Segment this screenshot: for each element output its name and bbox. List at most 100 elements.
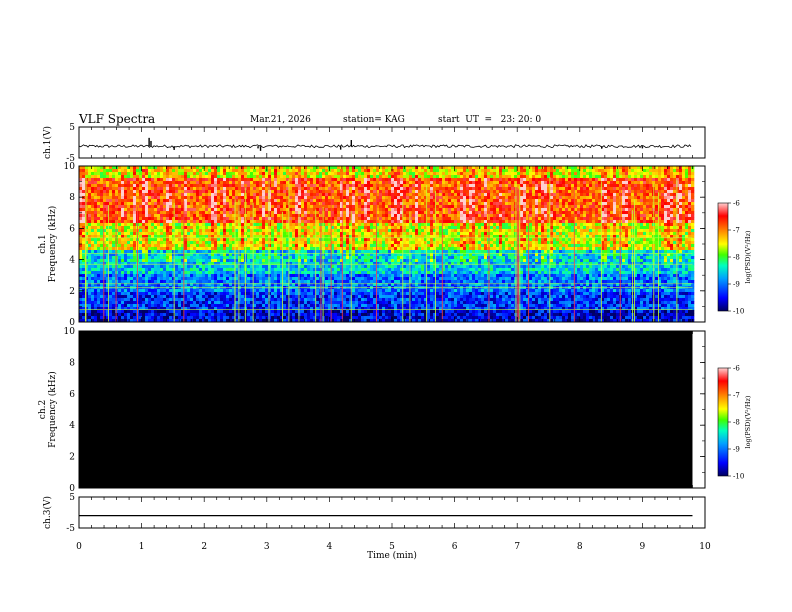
ch1-spectrogram-cell [109,211,113,215]
ch1-spectrogram-cell [349,172,353,176]
ch1-spectrogram-cell [241,223,245,227]
ch1-spectrogram-cell [91,175,95,179]
ch1-spectrogram-cell [310,229,314,233]
ch1-spectrogram-cell [352,259,356,263]
ch1-spectrogram-cell [292,202,296,206]
ch1-spectrogram-cell [133,193,137,197]
ch1-spectrogram-cell [91,193,95,197]
ch1-spectrogram-cell [163,214,167,218]
ch1-spectrogram-cell [223,172,227,176]
ch1-spectrogram-cell [301,202,305,206]
ch1-spectrogram-cell [103,274,107,278]
ch1-spectrogram-cell [226,220,230,224]
ch1-spectrogram-cell [130,205,134,209]
ch1-spectrogram-cell [325,277,329,281]
ch1-spectrogram-cell [112,259,116,263]
ch1-spectrogram-cell [148,172,152,176]
ch1-spectrogram-cell [274,205,278,209]
ch1-spectrogram-cell [127,304,131,308]
ch1-spectrogram-cell [202,214,206,218]
ch1-spectrogram-cell [325,214,329,218]
ch1-spectrogram-cell [229,250,233,254]
ch1-spectrogram-cell [187,274,191,278]
ch1-spectrogram-cell [301,226,305,230]
ch1-spectrogram-cell [238,283,242,287]
ch1-spectrogram-cell [334,304,338,308]
ch1-spectrogram-cell [202,226,206,230]
ch1-spectrogram-cell [163,283,167,287]
ch1-spectrogram-cell [271,298,275,302]
ch1-spectrogram-cell [160,289,164,293]
ch1-spectrogram-cell [250,166,254,170]
ch1-spectrogram-cell [202,247,206,251]
ch1-spectrogram-cell [259,262,263,266]
ch1-spectrogram-cell [145,250,149,254]
ch1-spectrogram-cell [310,217,314,221]
ch1-spectrogram-cell [352,307,356,311]
ch1-spectrogram-cell [280,175,284,179]
ch1-spectrogram-cell [211,172,215,176]
ch1-spectrogram-cell [307,211,311,215]
ch1-spectrogram-cell [292,178,296,182]
ch1-spectrogram-cell [109,196,113,200]
ch1-spectrogram-cell [91,307,95,311]
ch1-spectrogram-cell [322,280,326,284]
ch1-spectrogram-cell [229,307,233,311]
ch1-spectrogram-cell [190,250,194,254]
ch1-spectrogram-cell [133,238,137,242]
ch1-spectrogram-cell [130,295,134,299]
ch1-spectrogram-cell [202,238,206,242]
ch1-spectrogram-cell [340,271,344,275]
ch1-spectrogram-cell [82,202,86,206]
ch1-spectrogram-cell [229,241,233,245]
ch1-spectrogram-cell [91,319,95,323]
ch1-spectrogram-cell [208,277,212,281]
ch1-spectrogram-cell [226,316,230,320]
ch1-spectrogram-cell [172,190,176,194]
ch1-spectrogram-cell [346,175,350,179]
ch1-spectrogram-cell [199,250,203,254]
ch1-spectrogram-cell [202,283,206,287]
ch1-spectrogram-cell [265,262,269,266]
ch1-spectrogram-cell [340,193,344,197]
ch1-spectrogram-cell [319,169,323,173]
ch1-spectrogram-cell [166,238,170,242]
ch1-spectrogram-cell [229,295,233,299]
ch1-spectrogram-cell [142,283,146,287]
ch1-spectrogram-cell [238,310,242,314]
ch1-spectrogram-cell [178,202,182,206]
ch1-spectrogram-cell [223,265,227,269]
ch1-spectrogram-cell [304,208,308,212]
ch1-spectrogram-cell [91,301,95,305]
ch1-spectrogram-cell [298,310,302,314]
ch1-spectrogram-cell [358,166,362,170]
ch1-spectrogram-cell [121,319,125,323]
ch1-spectrogram-cell [94,304,98,308]
ch1-spectrogram-cell [304,304,308,308]
ch1-spectrogram-cell [226,256,230,260]
ch1-spectrogram-cell [109,190,113,194]
ch1-spectrogram-cell [121,169,125,173]
ch1-spectrogram-cell [172,229,176,233]
ch1-spectrogram-cell [262,313,266,317]
ch1-spectrogram-cell [151,199,155,203]
ch1-spectrogram-cell [115,301,119,305]
ch1-spectrogram-cell [82,271,86,275]
ch1-spectrogram-cell [241,181,245,185]
ch1-spectrogram-cell [229,274,233,278]
ch1-spectrogram-cell [142,268,146,272]
ch1-spectrogram-cell [334,262,338,266]
ch1-spectrogram-cell [280,220,284,224]
ch1-spectrogram-cell [205,265,209,269]
ch1-spectrogram-cell [274,214,278,218]
ch1-spectrogram-cell [109,223,113,227]
ch1-spectrogram-cell [106,292,110,296]
ch1-spectrogram-cell [223,217,227,221]
ch1-spectrogram-cell [223,166,227,170]
ch1-spectrogram-cell [223,253,227,257]
ch1-spectrogram-cell [163,256,167,260]
ch1-spectrogram-cell [190,304,194,308]
ch1-spectrogram-cell [127,232,131,236]
ch1-spectrogram-cell [199,298,203,302]
ch1-spectrogram-cell [91,238,95,242]
